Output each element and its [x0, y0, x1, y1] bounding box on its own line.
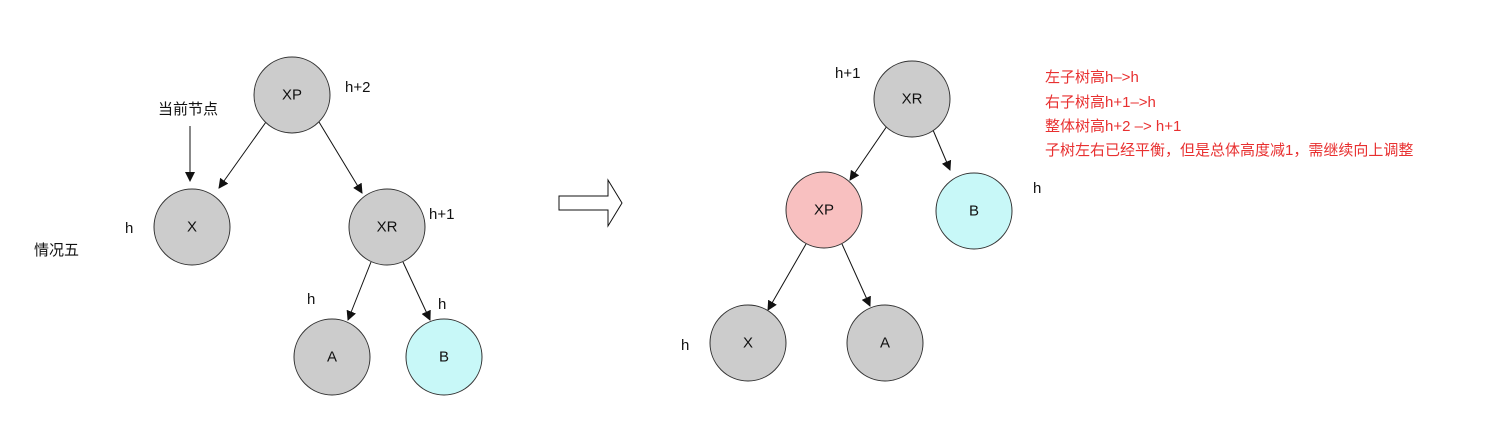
node-xp-label: XP: [282, 87, 302, 104]
transition-arrow-icon: [558, 178, 623, 228]
note-line-3: 整体树高h+2 –> h+1: [1045, 118, 1181, 135]
node-a-label: A: [327, 349, 337, 366]
edge-xr-b: [402, 261, 431, 321]
case-label: 情况五: [34, 242, 79, 259]
node-b-label: B: [439, 349, 449, 366]
node-xp-label: XP: [814, 202, 834, 219]
note-line-2: 右子树高h+1–>h: [1045, 94, 1156, 111]
node-x: X: [153, 188, 231, 266]
height-b: h: [438, 296, 446, 313]
node-xp: XP: [253, 56, 331, 134]
notes-block: 左子树高h–>h 右子树高h+1–>h 整体树高h+2 –> h+1 子树左右已…: [1045, 69, 1413, 159]
edge-xr-a: [346, 261, 372, 321]
height-x: h: [681, 337, 689, 354]
node-xr: XR: [873, 60, 951, 138]
note-line-1: 左子树高h–>h: [1045, 69, 1139, 86]
left-tree: XP X XR A B h+2 h h+1 h h 当前节点 情况五: [34, 56, 483, 396]
height-x: h: [125, 220, 133, 237]
edge-xp-a: [841, 243, 871, 307]
edge-xp-x: [767, 243, 807, 311]
height-xp: h+2: [345, 79, 370, 96]
node-xr-label: XR: [377, 219, 398, 236]
edge-xp-xr: [318, 121, 363, 194]
node-xr: XR: [348, 188, 426, 266]
height-xr: h+1: [835, 65, 860, 82]
node-a: A: [846, 304, 924, 382]
node-x: X: [709, 304, 787, 382]
node-a-label: A: [880, 335, 890, 352]
node-a: A: [293, 318, 371, 396]
height-a: h: [307, 291, 315, 308]
node-b: B: [935, 172, 1013, 250]
edge-xr-b: [932, 129, 952, 171]
edge-xr-xp: [849, 125, 888, 181]
node-xr-label: XR: [902, 91, 923, 108]
edge-xp-x: [218, 121, 267, 189]
node-b: B: [405, 318, 483, 396]
note-line-4: 子树左右已经平衡，但是总体高度减1，需继续向上调整: [1045, 142, 1413, 159]
node-x-label: X: [187, 219, 197, 236]
right-tree: XR XP B X A h+1 h h: [681, 60, 1041, 382]
height-xr: h+1: [429, 206, 454, 223]
node-b-label: B: [969, 203, 979, 220]
height-b: h: [1033, 180, 1041, 197]
node-x-label: X: [743, 335, 753, 352]
current-node-label: 当前节点: [158, 101, 218, 118]
node-xp: XP: [785, 171, 863, 249]
